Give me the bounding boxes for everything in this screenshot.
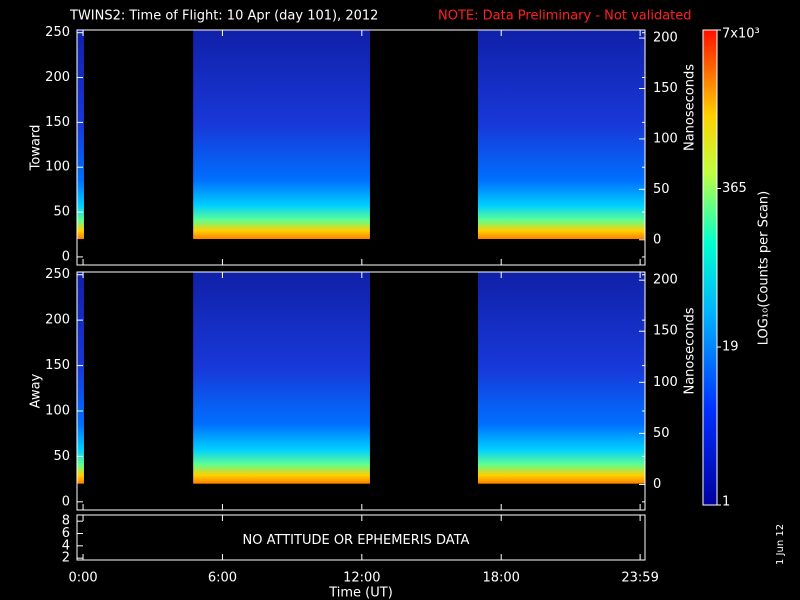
note: NOTE: Data Preliminary - Not validated	[438, 9, 692, 24]
chart-title: TWINS2: Time of Flight: 10 Apr (day 101)…	[69, 9, 378, 24]
colorbar	[702, 29, 718, 506]
panel-frame	[76, 514, 646, 561]
y-tick-label: 2	[62, 551, 70, 566]
y-tick-label: 50	[53, 449, 70, 464]
y-tick-label: 0	[62, 494, 70, 509]
y-axis-label: Toward	[29, 125, 44, 172]
y-tick-label: 250	[45, 267, 70, 282]
panel-frame	[76, 29, 646, 266]
y2-tick-label: 0	[653, 232, 661, 247]
y2-axis-label: Nanoseconds	[683, 307, 698, 394]
spectrogram-segment	[77, 30, 84, 239]
x-axis-label: Time (UT)	[328, 586, 393, 600]
y2-tick-label: 50	[653, 182, 670, 197]
y2-axis-label: Nanoseconds	[683, 64, 698, 151]
colorbar-tick-label: 7x10³	[722, 27, 760, 42]
y2-tick-label: 50	[653, 426, 670, 441]
y2-tick-label: 200	[653, 273, 678, 288]
panel-frame	[76, 271, 646, 511]
spectrogram-segment	[477, 30, 645, 239]
x-tick-label: 6:00	[208, 571, 237, 586]
colorbar-label: LOG₁₀(Counts per Scan)	[757, 191, 772, 346]
y-axis-label: Away	[29, 373, 44, 408]
y-tick-label: 6	[62, 526, 70, 541]
x-tick-label: 0:00	[68, 571, 97, 586]
y2-tick-label: 100	[653, 131, 678, 146]
y-tick-label: 4	[62, 538, 70, 553]
spectrogram-segment	[77, 272, 84, 484]
y-tick-label: 0	[62, 249, 70, 264]
x-tick-label: 18:00	[482, 571, 519, 586]
x-tick-label: 23:59	[621, 571, 658, 586]
message: NO ATTITUDE OR EPHEMERIS DATA	[243, 533, 470, 548]
y-tick-label: 100	[45, 403, 70, 418]
colorbar-tick-label: 19	[722, 340, 739, 355]
y-tick-label: 200	[45, 313, 70, 328]
y2-tick-label: 150	[653, 324, 678, 339]
y-tick-label: 50	[53, 205, 70, 220]
y-tick-label: 8	[62, 514, 70, 529]
y-tick-label: 250	[45, 25, 70, 40]
colorbar-tick-label: 1	[722, 495, 730, 510]
spectrogram-segment	[193, 30, 370, 239]
y2-tick-label: 150	[653, 81, 678, 96]
date-stamp: 1 Jun 12	[775, 524, 786, 565]
y-tick-label: 150	[45, 115, 70, 130]
y2-tick-label: 0	[653, 477, 661, 492]
y-tick-label: 150	[45, 358, 70, 373]
spectrogram-segment	[477, 272, 645, 484]
y2-tick-label: 200	[653, 31, 678, 46]
y-tick-label: 200	[45, 70, 70, 85]
y2-tick-label: 100	[653, 375, 678, 390]
spectrogram-segment	[193, 272, 370, 484]
colorbar-tick-label: 365	[722, 181, 747, 196]
x-tick-label: 12:00	[343, 571, 380, 586]
y-tick-label: 100	[45, 160, 70, 175]
